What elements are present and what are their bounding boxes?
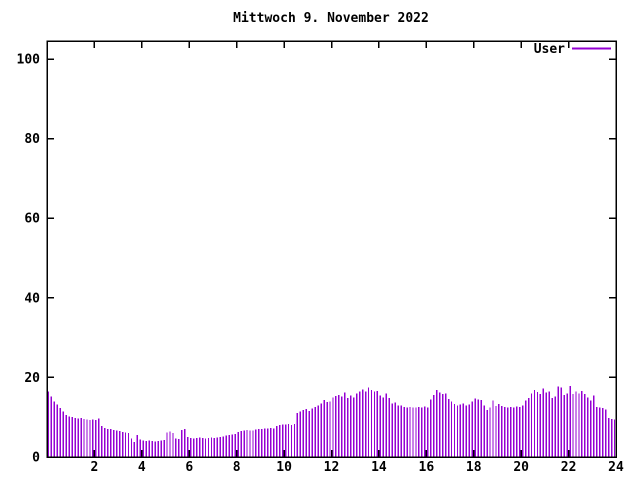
y-tick-label: 60 bbox=[24, 212, 40, 227]
bars-group bbox=[47, 386, 616, 457]
y-tick-label: 100 bbox=[17, 53, 41, 68]
x-tick-label: 6 bbox=[185, 460, 193, 475]
x-tick-label: 12 bbox=[324, 460, 340, 475]
x-tick-label: 18 bbox=[466, 460, 482, 475]
x-tick-label: 2 bbox=[91, 460, 99, 475]
legend-label: User bbox=[534, 42, 565, 57]
x-tick-label: 20 bbox=[513, 460, 529, 475]
y-tick-label: 80 bbox=[24, 132, 40, 147]
x-tick-label: 24 bbox=[608, 460, 624, 475]
x-tick-label: 16 bbox=[419, 460, 435, 475]
axis-ticks-group bbox=[47, 41, 617, 458]
chart-title: Mittwoch 9. November 2022 bbox=[233, 11, 429, 26]
y-tick-label: 40 bbox=[24, 291, 40, 306]
x-tick-label: 14 bbox=[371, 460, 387, 475]
legend: User bbox=[534, 42, 611, 57]
x-tick-label: 22 bbox=[561, 460, 577, 475]
plot-border bbox=[46, 40, 617, 458]
x-tick-label: 4 bbox=[138, 460, 146, 475]
x-tick-label: 10 bbox=[276, 460, 292, 475]
y-tick-label: 20 bbox=[24, 371, 40, 386]
y-tick-label: 0 bbox=[32, 451, 40, 466]
x-tick-label: 8 bbox=[233, 460, 241, 475]
